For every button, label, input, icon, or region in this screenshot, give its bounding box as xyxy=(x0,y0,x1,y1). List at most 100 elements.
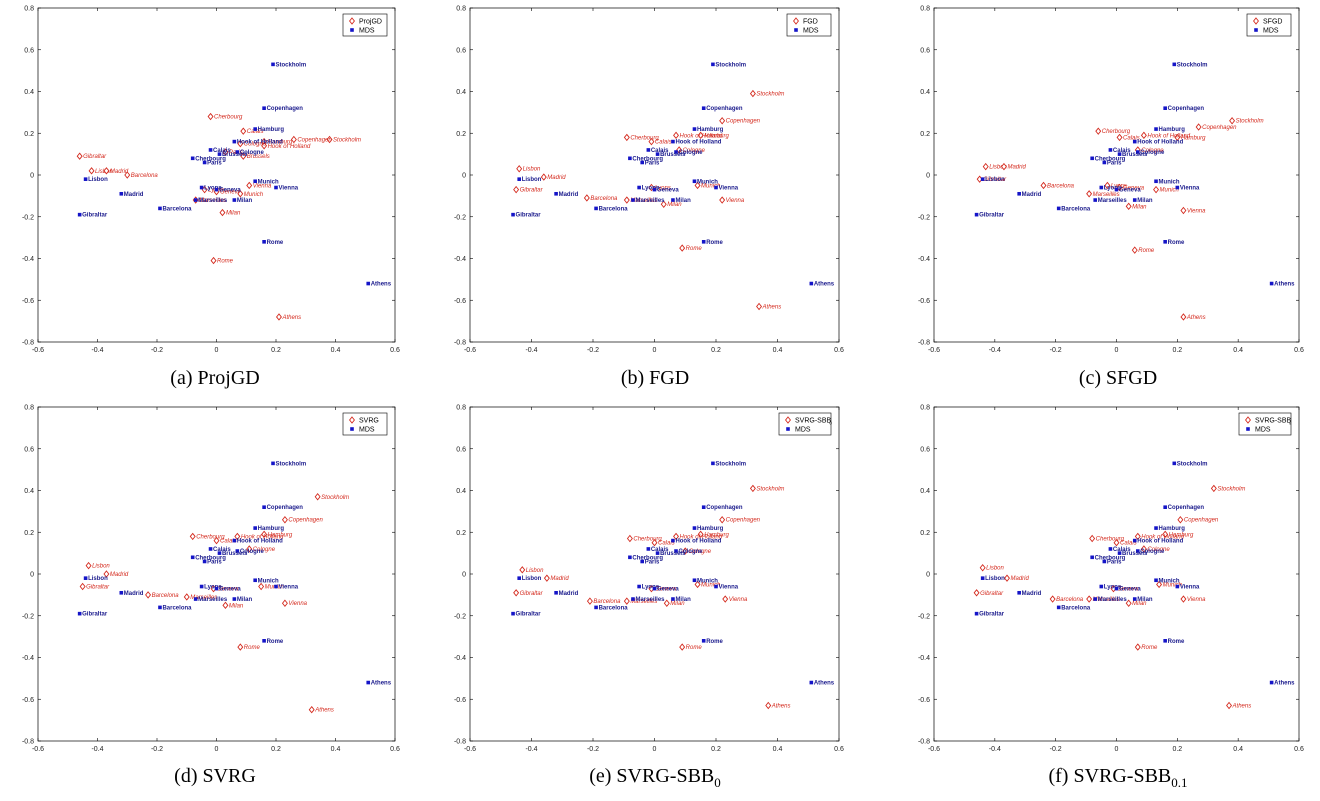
y-tick-label: 0.4 xyxy=(920,488,930,495)
point-label: Marseilles xyxy=(1098,198,1128,204)
point-brussels-marker xyxy=(1117,551,1122,555)
point-barcelona-marker xyxy=(124,171,131,179)
legend-method-label: SVRG-SBB xyxy=(1255,418,1292,425)
point-label: Madrid xyxy=(559,192,579,198)
point-geneva-marker xyxy=(214,187,219,192)
legend: SVRG MDS xyxy=(342,412,388,436)
point-label: Stockholm xyxy=(715,461,746,467)
point-vienna-marker xyxy=(714,584,718,589)
point-label: Rome xyxy=(1141,645,1158,651)
point-label: Lyons xyxy=(204,585,222,591)
point-label: Cherbourg xyxy=(1096,537,1125,543)
point-label: Rome xyxy=(217,259,234,265)
point-brussels-marker xyxy=(217,551,222,555)
point-label: Cologne xyxy=(679,150,704,156)
point-label: Hook of Holland xyxy=(1141,534,1184,540)
x-tick-label: -0.4 xyxy=(91,347,103,354)
point-gibraltar-marker xyxy=(77,611,82,616)
point-label: Cherbourg xyxy=(632,156,663,162)
point-label: Munich xyxy=(1160,188,1180,194)
legend-reference-label: MDS xyxy=(803,28,819,35)
point-label: Calais xyxy=(651,547,669,553)
point-copenhagen-marker xyxy=(281,516,288,524)
point-label: Copenhagen xyxy=(1168,106,1205,112)
point-label: Calais xyxy=(1123,135,1140,141)
point-brussels-marker xyxy=(1117,152,1122,156)
point-vienna-marker xyxy=(274,584,278,589)
point-stockholm-marker xyxy=(749,484,756,493)
point-label: Hook of Holland xyxy=(675,539,721,545)
point-label: Stockholm xyxy=(321,495,349,501)
point-cherbourg-marker xyxy=(190,555,195,560)
point-label: Gibraltar xyxy=(82,213,108,219)
point-brussels-marker xyxy=(240,152,247,160)
point-hook-of-holland-marker xyxy=(261,142,268,150)
point-athens-marker xyxy=(1180,313,1187,321)
point-hook-of-holland-marker xyxy=(232,139,237,144)
point-label: Barcelona xyxy=(162,206,192,212)
y-tick-label: -0.2 xyxy=(918,613,930,620)
point-madrid-marker xyxy=(119,191,124,196)
x-tick-label: -0.4 xyxy=(525,746,537,753)
y-tick-label: -0.8 xyxy=(918,340,930,347)
point-lisbon-marker xyxy=(979,564,986,572)
point-munich-marker xyxy=(692,578,697,583)
panel-caption: (d) SVRG xyxy=(174,765,256,787)
point-label: Madrid xyxy=(1022,591,1042,597)
point-hook-of-holland-marker xyxy=(673,131,680,140)
y-tick-label: -0.8 xyxy=(918,739,930,746)
point-label: Brussels xyxy=(222,152,248,158)
point-athens-marker xyxy=(366,680,371,685)
x-tick-label: -0.2 xyxy=(587,746,599,753)
point-hook-of-holland-marker xyxy=(234,532,241,541)
x-tick-label: 0 xyxy=(215,347,219,354)
point-calais-marker xyxy=(646,148,651,152)
x-tick-label: -0.6 xyxy=(928,746,940,753)
point-label: Hook of Holland xyxy=(680,133,723,139)
point-cologne-marker xyxy=(1140,545,1147,553)
y-tick-label: 0.2 xyxy=(456,131,466,138)
point-label: Rome xyxy=(267,639,284,645)
y-tick-label: 0.4 xyxy=(456,488,466,495)
y-tick-label: -0.6 xyxy=(454,697,466,704)
point-milan-marker xyxy=(232,198,237,202)
point-label: Cologne xyxy=(683,148,706,154)
point-label: Athens xyxy=(814,282,835,288)
point-label: Barcelona xyxy=(593,599,621,605)
y-tick-label: 0.6 xyxy=(456,47,466,54)
point-cologne-marker xyxy=(674,150,678,154)
point-calais-marker xyxy=(213,536,220,545)
x-tick-label: -0.2 xyxy=(151,347,163,354)
point-label: Calais xyxy=(1113,547,1131,553)
point-brussels-marker xyxy=(655,551,660,555)
y-tick-label: 0.8 xyxy=(24,6,34,13)
point-label: Milan xyxy=(229,603,244,609)
y-tick-label: 0.4 xyxy=(456,89,466,96)
point-label: Lisbon xyxy=(526,568,544,574)
point-label: Milan xyxy=(226,211,241,217)
point-label: Madrid xyxy=(1022,192,1042,198)
point-label: Geneva xyxy=(219,587,241,593)
point-label: Stockholm xyxy=(756,486,784,492)
x-tick-label: 0.2 xyxy=(711,347,721,354)
point-copenhagen-marker xyxy=(262,505,266,509)
point-athens-marker xyxy=(275,313,282,321)
point-geneva-marker xyxy=(1114,187,1119,192)
point-munich-marker xyxy=(253,578,257,583)
x-tick-label: -0.6 xyxy=(32,746,44,753)
point-label: Cherbourg xyxy=(633,537,662,543)
point-label: Gibraltar xyxy=(983,177,1007,183)
panel-caption: (f) SVRG-SBB0.1 xyxy=(1048,765,1187,790)
y-tick-label: -0.4 xyxy=(22,256,34,263)
point-label: Hamburg xyxy=(1159,127,1186,133)
legend-box xyxy=(1238,412,1292,436)
point-madrid-marker xyxy=(119,590,124,595)
legend-method-label: SFGD xyxy=(1263,19,1282,26)
point-label: Stockholm xyxy=(276,62,307,68)
point-gibraltar-marker xyxy=(974,611,979,616)
point-label: Calais xyxy=(213,547,231,553)
point-label: Copenhagen xyxy=(706,106,743,112)
point-calais-marker xyxy=(1108,148,1113,152)
